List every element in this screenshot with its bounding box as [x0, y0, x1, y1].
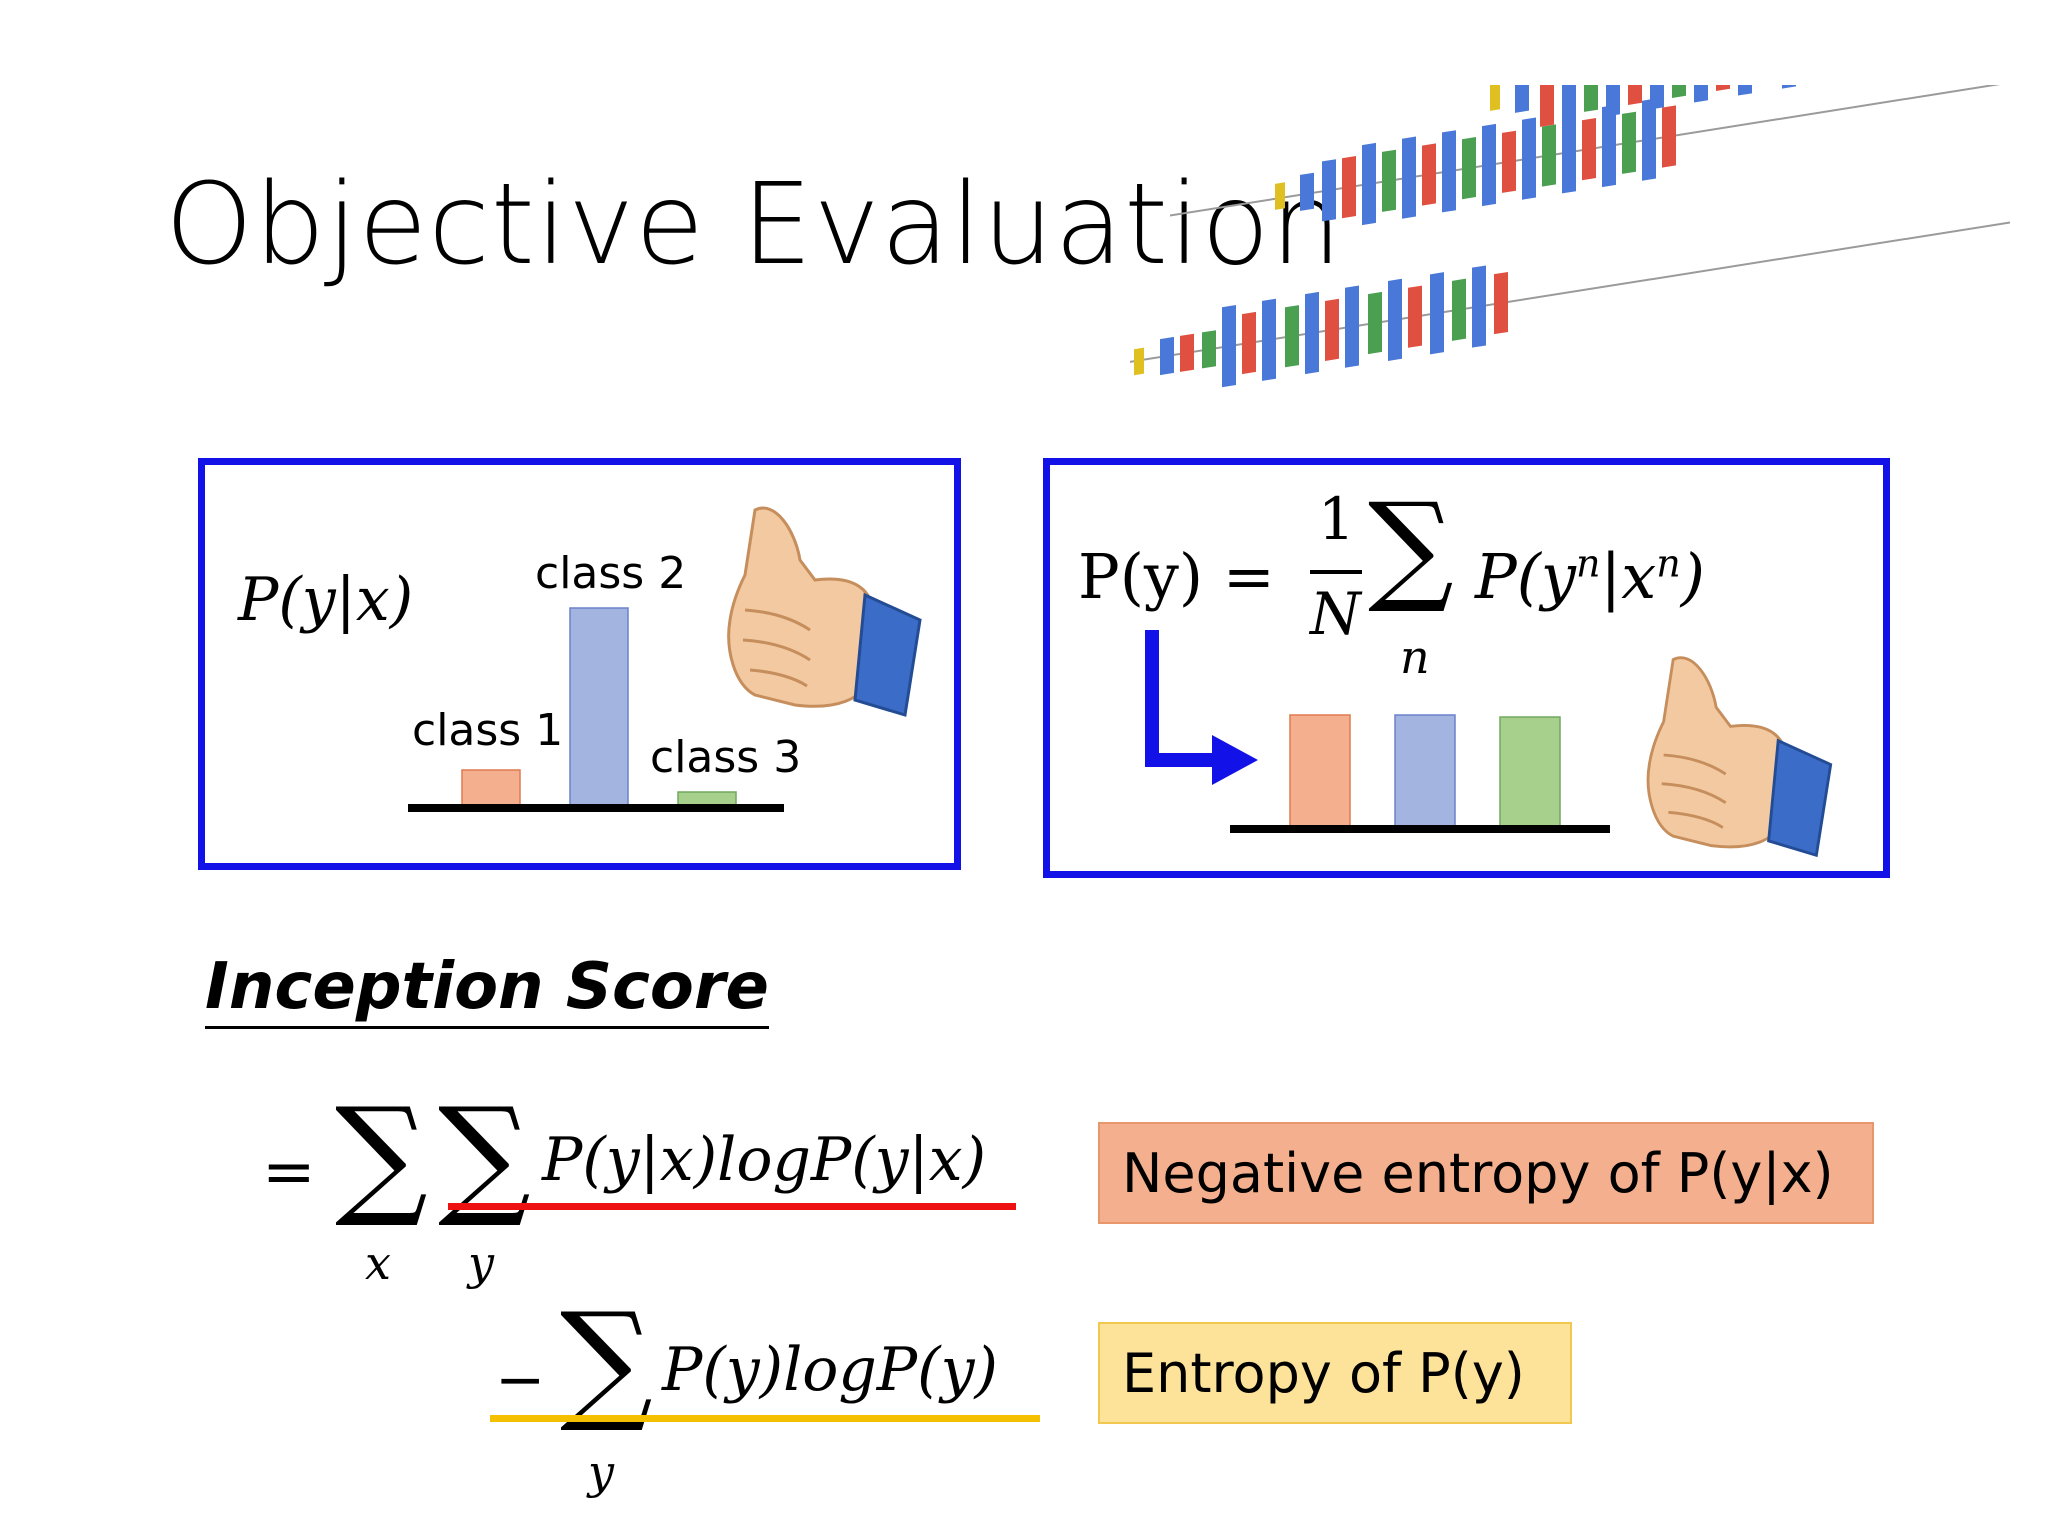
- class-2-label: class 2: [535, 548, 687, 599]
- entropy-expression: P(y)logP(y): [662, 1335, 998, 1405]
- red-underline: [448, 1203, 1016, 1210]
- sum-index: n: [1400, 630, 1430, 684]
- fraction-denominator: N: [1310, 580, 1361, 648]
- sum-symbol: ∑: [1368, 478, 1454, 617]
- class-3-label: class 3: [650, 732, 802, 783]
- sum-y2-index: y: [588, 1445, 614, 1499]
- thumbs-up-icon: [1646, 656, 1833, 858]
- sum-y-index: y: [468, 1236, 494, 1290]
- conditional-formula: P(y|x): [238, 565, 414, 635]
- sum-y2-symbol: ∑: [560, 1284, 653, 1436]
- sum-x-symbol: ∑: [335, 1079, 428, 1231]
- slide-title: Objective Evaluation: [165, 160, 1343, 290]
- left-panel: [198, 458, 961, 870]
- equals-sign: =: [262, 1135, 316, 1209]
- bar-marginal-3: [1499, 716, 1561, 828]
- bar-class-1: [461, 769, 521, 807]
- rhs-part: P(y: [1475, 540, 1576, 613]
- sum-y-symbol: ∑: [438, 1079, 531, 1231]
- minus-sign: −: [495, 1345, 546, 1415]
- rhs-sup-n: n: [1575, 541, 1601, 586]
- marginal-formula-rhs: P(yn|xn): [1475, 540, 1705, 613]
- fraction-bar: [1310, 570, 1362, 574]
- marginal-distribution-chart: [1230, 714, 1610, 833]
- rhs-mid: |x: [1600, 540, 1657, 613]
- thumbs-up-icon: [727, 506, 922, 717]
- bar-class-2: [569, 607, 629, 807]
- negative-entropy-tag: Negative entropy of P(y|x): [1098, 1122, 1874, 1224]
- inception-score-heading: Inception Score: [205, 950, 769, 1029]
- class-distribution-chart: [408, 607, 784, 812]
- yellow-underline: [490, 1415, 1040, 1422]
- bar-marginal-2: [1394, 714, 1456, 828]
- sum-x-index: x: [365, 1236, 391, 1290]
- negative-entropy-expression: P(y|x)logP(y|x): [542, 1125, 986, 1195]
- bar-marginal-1: [1289, 714, 1351, 828]
- entropy-tag: Entropy of P(y): [1098, 1322, 1572, 1424]
- rhs-end: ): [1680, 540, 1705, 613]
- marginal-formula-lhs: P(y) =: [1078, 540, 1275, 613]
- class-1-label: class 1: [412, 705, 564, 756]
- network-diagram-icon: [1130, 85, 2010, 388]
- right-panel: [1043, 458, 1890, 878]
- fraction-numerator: 1: [1318, 485, 1355, 553]
- bar-class-3: [677, 791, 737, 807]
- rhs-sup-n2: n: [1656, 541, 1681, 586]
- arrow-icon: [1145, 630, 1258, 785]
